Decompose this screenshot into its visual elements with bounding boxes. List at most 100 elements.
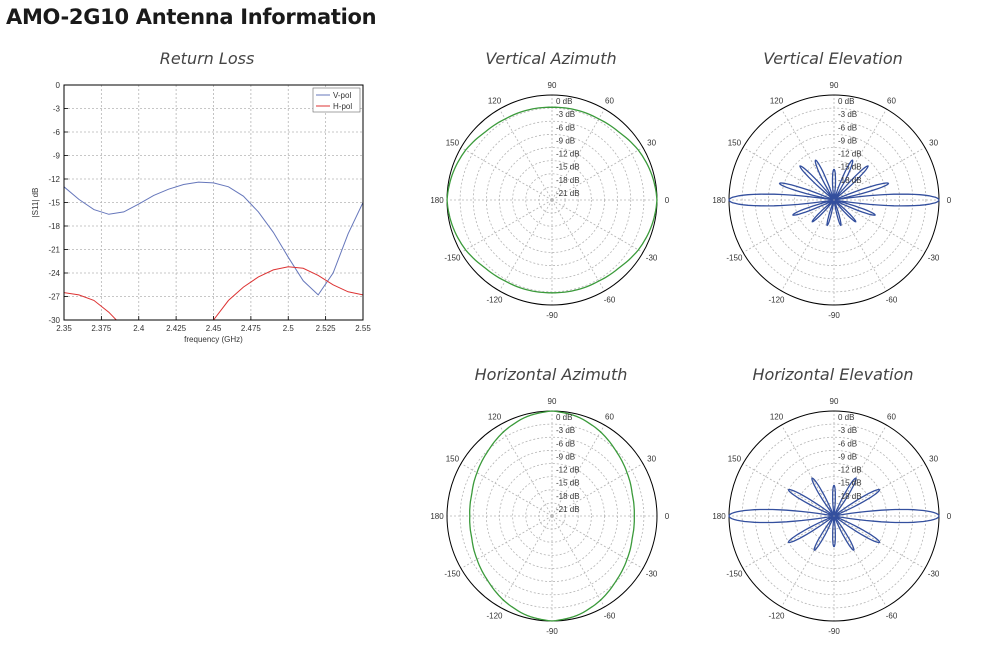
vertical-elevation-title: Vertical Elevation bbox=[763, 49, 903, 68]
return-loss-series-v-pol bbox=[64, 181, 363, 296]
vertical-elevation-angle-label: 30 bbox=[929, 139, 938, 148]
vertical-azimuth-angle-label: 120 bbox=[488, 96, 502, 105]
horizontal-azimuth-ring bbox=[485, 449, 619, 583]
horizontal-elevation-angle-label: 180 bbox=[712, 512, 726, 521]
vertical-azimuth-ring-label: -18 dB bbox=[556, 176, 580, 185]
return-loss-chart bbox=[63, 84, 364, 321]
vertical-elevation-angle-label: 0 bbox=[947, 196, 952, 205]
vertical-azimuth-ring bbox=[459, 107, 645, 293]
horizontal-elevation-angle-label: -120 bbox=[768, 612, 785, 621]
return-loss-xtick-label: 2.525 bbox=[316, 324, 337, 333]
horizontal-elevation-title: Horizontal Elevation bbox=[752, 365, 914, 384]
horizontal-elevation-angle-label: -90 bbox=[828, 627, 840, 636]
vertical-elevation-ring-label: -12 dB bbox=[838, 150, 862, 159]
horizontal-azimuth-ring-label: -9 dB bbox=[556, 452, 575, 461]
vertical-elevation-ring bbox=[820, 186, 848, 214]
horizontal-elevation-ring-label: 0 dB bbox=[838, 413, 854, 422]
horizontal-elevation-angle-label: 90 bbox=[830, 397, 839, 406]
return-loss-ytick-label: -24 bbox=[48, 269, 60, 278]
horizontal-elevation-ring-label: -12 dB bbox=[838, 466, 862, 475]
horizontal-azimuth-spoke bbox=[551, 424, 605, 517]
vertical-azimuth-ring-label: -9 dB bbox=[556, 136, 575, 145]
return-loss-ytick-label: 0 bbox=[56, 81, 61, 90]
vertical-azimuth-pattern bbox=[446, 106, 658, 294]
vertical-azimuth-ring-label: -21 dB bbox=[556, 189, 580, 198]
vertical-azimuth-spoke bbox=[551, 199, 644, 253]
horizontal-elevation-angle-label: -60 bbox=[886, 612, 898, 621]
horizontal-azimuth-ring-label: -12 dB bbox=[556, 466, 580, 475]
horizontal-azimuth-angle-label: -150 bbox=[444, 570, 461, 579]
return-loss-ytick-label: -3 bbox=[53, 105, 61, 114]
return-loss-ytick-label: -12 bbox=[48, 175, 60, 184]
horizontal-azimuth-ring bbox=[499, 463, 605, 569]
vertical-elevation-angle-label: -60 bbox=[886, 296, 898, 305]
horizontal-azimuth-chart bbox=[446, 410, 658, 622]
horizontal-azimuth-ring-label: -18 dB bbox=[556, 492, 580, 501]
return-loss-ytick-label: -6 bbox=[53, 128, 61, 137]
vertical-azimuth-angle-label: -60 bbox=[604, 296, 616, 305]
return-loss-frame bbox=[63, 84, 364, 321]
vertical-elevation-ring bbox=[794, 160, 874, 240]
horizontal-elevation-angle-label: -30 bbox=[928, 570, 940, 579]
vertical-azimuth-ring-label: -6 dB bbox=[556, 123, 575, 132]
legend-label-h-pol: H-pol bbox=[333, 102, 352, 111]
horizontal-azimuth-spoke bbox=[551, 515, 605, 608]
vertical-elevation-ring-label: -6 dB bbox=[838, 123, 857, 132]
vertical-elevation-ring-label: -18 dB bbox=[838, 176, 862, 185]
vertical-azimuth-spoke bbox=[499, 108, 553, 201]
vertical-azimuth-ring-label: -12 dB bbox=[556, 150, 580, 159]
vertical-elevation-angle-label: -150 bbox=[726, 254, 743, 263]
return-loss-xtick-label: 2.375 bbox=[91, 324, 112, 333]
horizontal-elevation-angle-label: 120 bbox=[770, 412, 784, 421]
horizontal-elevation-angle-label: 30 bbox=[929, 455, 938, 464]
vertical-elevation-angle-label: 180 bbox=[712, 196, 726, 205]
vertical-azimuth-spoke bbox=[551, 199, 605, 292]
vertical-azimuth-ring bbox=[525, 173, 579, 227]
horizontal-azimuth-angle-label: 90 bbox=[548, 397, 557, 406]
return-loss-xtick-label: 2.425 bbox=[166, 324, 187, 333]
vertical-azimuth-angle-label: 0 bbox=[665, 196, 670, 205]
horizontal-azimuth-angle-label: 30 bbox=[647, 455, 656, 464]
horizontal-azimuth-ring bbox=[459, 423, 645, 609]
return-loss-ytick-label: -30 bbox=[48, 316, 60, 325]
vertical-azimuth-angle-label: -30 bbox=[646, 254, 658, 263]
return-loss-ytick-label: -21 bbox=[48, 246, 60, 255]
return-loss-xtick-label: 2.45 bbox=[206, 324, 222, 333]
vertical-elevation-ring bbox=[807, 173, 861, 227]
horizontal-elevation-spoke bbox=[833, 424, 887, 517]
vertical-azimuth-ring bbox=[472, 120, 632, 280]
horizontal-elevation-ring-label: -18 dB bbox=[838, 492, 862, 501]
horizontal-elevation-ring-label: -9 dB bbox=[838, 452, 857, 461]
horizontal-azimuth-angle-label: -30 bbox=[646, 570, 658, 579]
horizontal-elevation-spoke bbox=[781, 424, 835, 517]
return-loss-ylabel: |S11| dB bbox=[31, 188, 40, 218]
vertical-elevation-ring-label: -3 dB bbox=[838, 110, 857, 119]
horizontal-azimuth-angle-label: -90 bbox=[546, 627, 558, 636]
horizontal-elevation-ring bbox=[754, 436, 914, 596]
vertical-elevation-ring bbox=[767, 133, 901, 267]
horizontal-azimuth-title: Horizontal Azimuth bbox=[474, 365, 628, 384]
vertical-azimuth-angle-label: 180 bbox=[430, 196, 444, 205]
return-loss-xtick-label: 2.55 bbox=[355, 324, 371, 333]
horizontal-elevation-ring bbox=[807, 489, 861, 543]
horizontal-azimuth-angle-label: 150 bbox=[446, 455, 460, 464]
vertical-elevation-angle-label: 60 bbox=[887, 96, 896, 105]
legend-label-v-pol: V-pol bbox=[333, 91, 351, 100]
vertical-azimuth-angle-label: -90 bbox=[546, 311, 558, 320]
horizontal-elevation-spoke bbox=[833, 515, 887, 608]
horizontal-azimuth-spoke bbox=[499, 424, 553, 517]
vertical-azimuth-ring-label: -3 dB bbox=[556, 110, 575, 119]
return-loss-ytick-label: -15 bbox=[48, 199, 60, 208]
horizontal-azimuth-spoke bbox=[551, 515, 644, 569]
horizontal-azimuth-ring-label: -6 dB bbox=[556, 439, 575, 448]
vertical-azimuth-ring-label: 0 dB bbox=[556, 97, 572, 106]
horizontal-azimuth-pattern bbox=[469, 410, 635, 622]
horizontal-elevation-ring-label: -3 dB bbox=[838, 426, 857, 435]
horizontal-azimuth-ring-label: -3 dB bbox=[556, 426, 575, 435]
horizontal-azimuth-ring-label: -21 dB bbox=[556, 505, 580, 514]
vertical-azimuth-ring bbox=[512, 160, 592, 240]
vertical-elevation-spoke bbox=[833, 199, 887, 292]
vertical-elevation-angle-label: 90 bbox=[830, 81, 839, 90]
vertical-azimuth-angle-label: 60 bbox=[605, 96, 614, 105]
